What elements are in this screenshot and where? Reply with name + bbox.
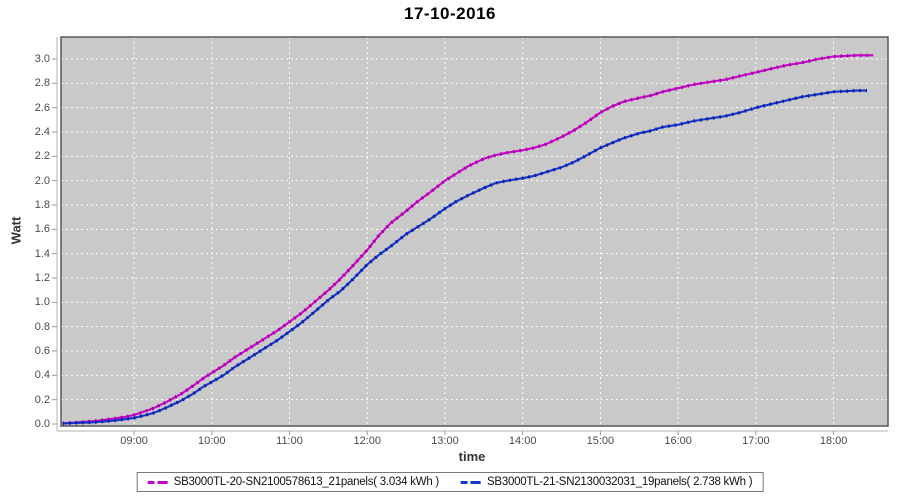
chart-title: 17-10-2016 [404,4,496,23]
y-tick-label: 2.6 [34,101,50,114]
y-tick-label: 1.6 [34,223,50,236]
series-1-line-swatch-icon [461,480,481,484]
x-tick-label: 15:00 [586,435,615,447]
legend-label-series-0: SB3000TL-20-SN2100578613_21panels( 3.034… [173,476,440,488]
x-tick-label: 09:00 [120,435,148,447]
y-tick-label: 1.4 [34,247,50,260]
legend-label-series-1: SB3000TL-21-SN2130032031_19panels( 2.738… [487,476,753,488]
y-tick-label: 0.0 [34,418,50,430]
series-markers-0 [62,53,874,426]
y-tick-label: 0.4 [34,369,50,382]
y-tick-label: 1.2 [34,271,50,284]
y-tick-label: 3.0 [34,52,50,65]
x-tick-label: 12:00 [353,435,381,447]
y-tick-label: 0.8 [34,320,50,333]
plot-area [61,37,888,426]
y-tick-label: 1.8 [34,198,50,211]
x-tick-label: 17:00 [742,435,770,447]
x-axis-title: time [458,449,486,464]
x-tick-label: 18:00 [819,435,848,447]
x-tick-label: 13:00 [431,435,459,447]
y-tick-label: 0.6 [34,344,50,357]
x-tick-label: 14:00 [508,435,537,447]
series-markers-1 [62,88,867,426]
series-0-line-swatch-icon [147,480,168,484]
x-tick-label: 16:00 [664,435,692,447]
legend-entry-series-0: SB3000TL-20-SN2100578613_21panels( 3.034… [147,476,440,488]
plot-border [60,36,889,427]
x-tick-label: 10:00 [198,435,226,447]
y-tick-label: 2.8 [34,77,50,90]
x-tick-label: 11:00 [276,435,303,447]
y-tick-label: 2.4 [34,125,50,138]
y-tick-label: 1.0 [34,296,50,309]
legend: SB3000TL-20-SN2100578613_21panels( 3.034… [136,472,764,492]
y-tick-label: 2.2 [34,150,50,163]
y-axis-title: Watt [8,216,24,245]
legend-entry-series-1: SB3000TL-21-SN2130032031_19panels( 2.738… [461,476,753,488]
y-tick-label: 0.2 [34,393,50,406]
y-tick-label: 2.0 [34,174,50,187]
